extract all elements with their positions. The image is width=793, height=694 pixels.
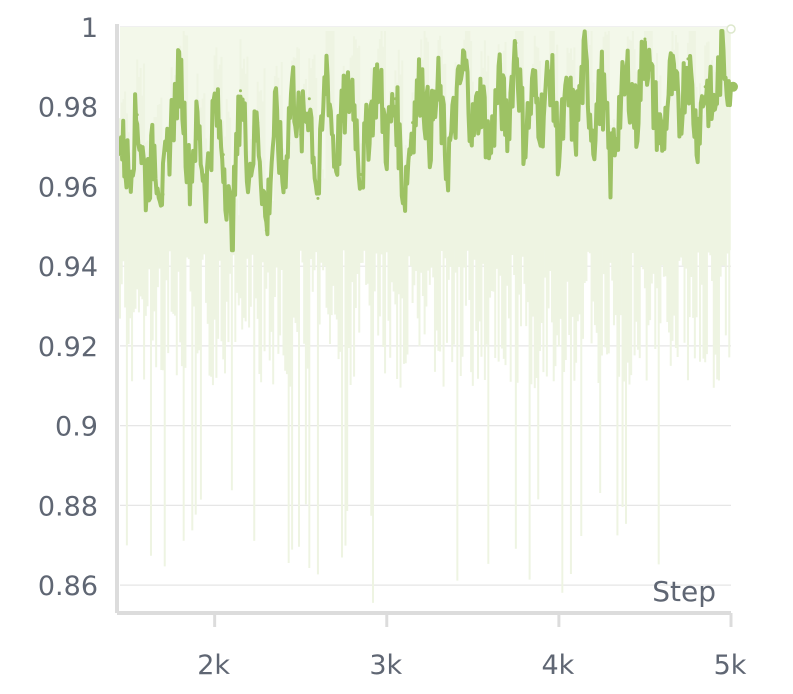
data-point [548,69,552,73]
data-point [540,117,544,121]
data-point [488,153,492,157]
data-point [669,77,673,81]
data-point [273,113,277,117]
data-point [660,141,664,145]
y-tick-label: 0.86 [38,571,98,602]
x-tick-label: 3k [369,650,402,681]
data-point [531,89,535,93]
x-tick-label: 2k [197,650,230,681]
series-layer [118,24,738,253]
data-point [170,121,174,125]
data-point [195,125,199,129]
y-axis-ticks: 1 0.98 0.96 0.94 0.92 0.9 0.88 0.86 [38,13,98,602]
data-point [325,61,329,65]
data-point [411,121,415,125]
data-point [230,236,234,240]
x-tick-label: 5k [714,650,747,681]
data-point [695,133,699,137]
x-tick-label: 4k [541,650,574,681]
data-point [617,109,621,113]
data-point [342,109,346,113]
data-point [127,169,131,173]
data-point [565,97,569,101]
data-point [591,133,595,137]
data-point [187,172,191,176]
y-tick-label: 0.92 [38,332,98,363]
data-point [445,165,449,169]
y-tick-label: 0.94 [38,252,98,283]
data-point [634,121,638,125]
data-point [368,117,372,121]
data-point [686,57,690,61]
data-point [462,61,466,65]
data-point [350,85,354,89]
data-point [522,141,526,145]
data-point [290,81,294,85]
data-point [264,228,268,232]
raw-endpoint-marker [726,24,736,34]
data-point [471,129,475,133]
data-point [376,73,380,77]
data-point [652,101,656,105]
data-point [144,180,148,184]
data-point [118,137,122,141]
data-point [497,81,501,85]
y-tick-label: 0.96 [38,172,98,203]
data-point [359,172,363,176]
x-axis-title: Step [652,575,716,608]
data-point [600,81,604,85]
data-point [402,192,406,196]
data-point [419,77,423,81]
data-point [720,49,724,53]
data-point [307,97,311,101]
data-point [703,85,707,89]
data-point [256,121,260,125]
data-point [609,169,613,173]
data-point [161,192,165,196]
data-point [385,141,389,145]
data-point [574,125,578,129]
data-point [247,169,251,173]
data-point [213,101,217,105]
data-point [238,89,242,93]
y-tick-label: 1 [81,13,98,44]
data-point [505,125,509,129]
data-point [135,113,139,117]
data-point [514,41,518,45]
data-point [316,196,320,200]
series-line [118,29,733,253]
data-point [393,97,397,101]
data-point [178,69,182,73]
data-point [479,93,483,97]
data-point [221,153,225,157]
data-point [626,73,630,77]
series-endpoint-marker [728,81,738,92]
data-point [583,61,587,65]
axes [115,24,731,615]
y-tick-label: 0.9 [55,412,98,443]
data-point [428,133,432,137]
data-point [299,133,303,137]
y-tick-label: 0.98 [38,93,98,124]
data-point [643,37,647,41]
data-point [152,149,156,153]
data-point [436,89,440,93]
x-axis-ticks: 2k 3k 4k 5k [197,613,747,681]
data-point [557,149,561,153]
data-point [333,161,337,165]
y-tick-label: 0.88 [38,491,98,522]
data-point [677,113,681,117]
data-point [282,180,286,184]
data-point [454,109,458,113]
data-point [712,109,716,113]
data-point [204,188,208,192]
